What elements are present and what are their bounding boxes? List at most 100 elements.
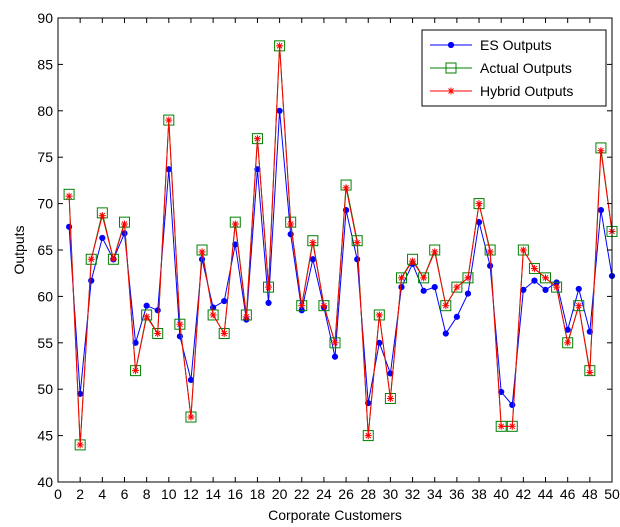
x-tick-label: 18 [250,486,266,502]
y-tick-label: 55 [37,335,53,351]
data-point [187,376,195,384]
data-point [109,255,117,263]
data-point [331,339,339,347]
star-stroke [354,239,361,246]
data-point [253,135,261,143]
star-stroke [487,249,493,255]
star-stroke [448,88,454,94]
x-tick-label: 50 [604,486,620,502]
x-tick-label: 38 [471,486,487,502]
data-point [586,328,593,335]
data-point [154,307,161,314]
data-point [398,284,405,291]
data-point [453,283,461,291]
data-point [265,299,272,306]
star-stroke [431,249,438,255]
star-stroke [154,330,161,337]
legend-item: Actual Outputs [430,60,572,76]
data-point [296,300,308,312]
star-stroke [321,302,327,309]
x-axis-label: Corporate Customers [268,507,402,523]
star-stroke [221,330,228,337]
y-tick-label: 75 [37,149,53,165]
x-tick-label: 12 [183,486,199,502]
x-tick-label: 20 [272,486,288,502]
x-tick-label: 6 [121,486,129,502]
data-point [120,220,128,228]
star-stroke [99,212,106,219]
star-stroke [298,302,305,309]
star-stroke [553,284,560,290]
data-point [564,339,572,347]
data-point [573,300,585,312]
data-point [520,286,527,294]
star-stroke [276,42,283,49]
data-point [87,255,95,263]
star-stroke [309,239,316,246]
x-tick-label: 4 [98,486,106,502]
legend: ES Outputs Actual Outputs Hybrid Outputs [421,29,607,107]
data-point [420,287,427,294]
data-point [597,147,605,155]
data-point [231,220,239,228]
star-stroke [66,193,72,200]
x-tick-label: 2 [76,486,84,502]
data-point [464,290,472,297]
x-tick-label: 48 [582,486,598,502]
axes: 0 2 4 6 8 10 12 14 16 18 20 22 24 26 28 30 32 34 36 38 40 42 4… [37,10,620,502]
x-tick-label: 26 [338,486,354,502]
star-stroke [420,274,427,281]
data-point [376,339,383,346]
y-axis-label: Outputs [11,225,27,274]
y-tick-label: 90 [37,10,53,26]
star-stroke [199,249,205,255]
star-stroke [287,221,294,227]
data-point [442,302,450,310]
star-stroke [498,423,505,430]
x-tick-label: 14 [205,486,221,502]
data-point [464,274,472,282]
data-point [551,281,563,293]
star-stroke [243,313,250,320]
x-tick-label: 16 [227,486,243,502]
data-point [486,248,494,256]
x-tick-label: 46 [560,486,576,502]
legend-marker [447,87,455,95]
data-point [331,353,339,360]
data-point [364,432,372,440]
series-line [68,110,613,407]
x-tick-label: 36 [449,486,465,502]
data-point [418,272,430,284]
data-point [431,284,438,291]
data-point [342,184,350,192]
star-stroke [531,265,538,272]
star-stroke [365,432,372,439]
data-point [519,246,527,254]
data-point [487,262,494,269]
data-point [528,263,540,275]
star-stroke [343,184,349,191]
data-point [65,192,73,200]
data-point [420,274,428,282]
star-stroke [210,312,216,318]
star-stroke [77,442,84,448]
data-point [397,274,405,282]
data-point [107,253,119,265]
data-point [508,422,516,430]
star-stroke [332,339,338,346]
star-stroke [165,117,172,123]
star-stroke [387,395,394,402]
legend-label: Hybrid Outputs [480,83,573,99]
star-stroke [509,423,516,430]
star-stroke [409,258,416,264]
data-point [298,302,306,310]
x-tick-label: 8 [143,486,151,502]
star-stroke [520,247,527,253]
data-point [218,328,230,340]
data-point [540,272,552,284]
data-point [442,330,449,337]
data-point [143,302,150,309]
data-point [409,257,417,265]
star-stroke [542,274,549,281]
